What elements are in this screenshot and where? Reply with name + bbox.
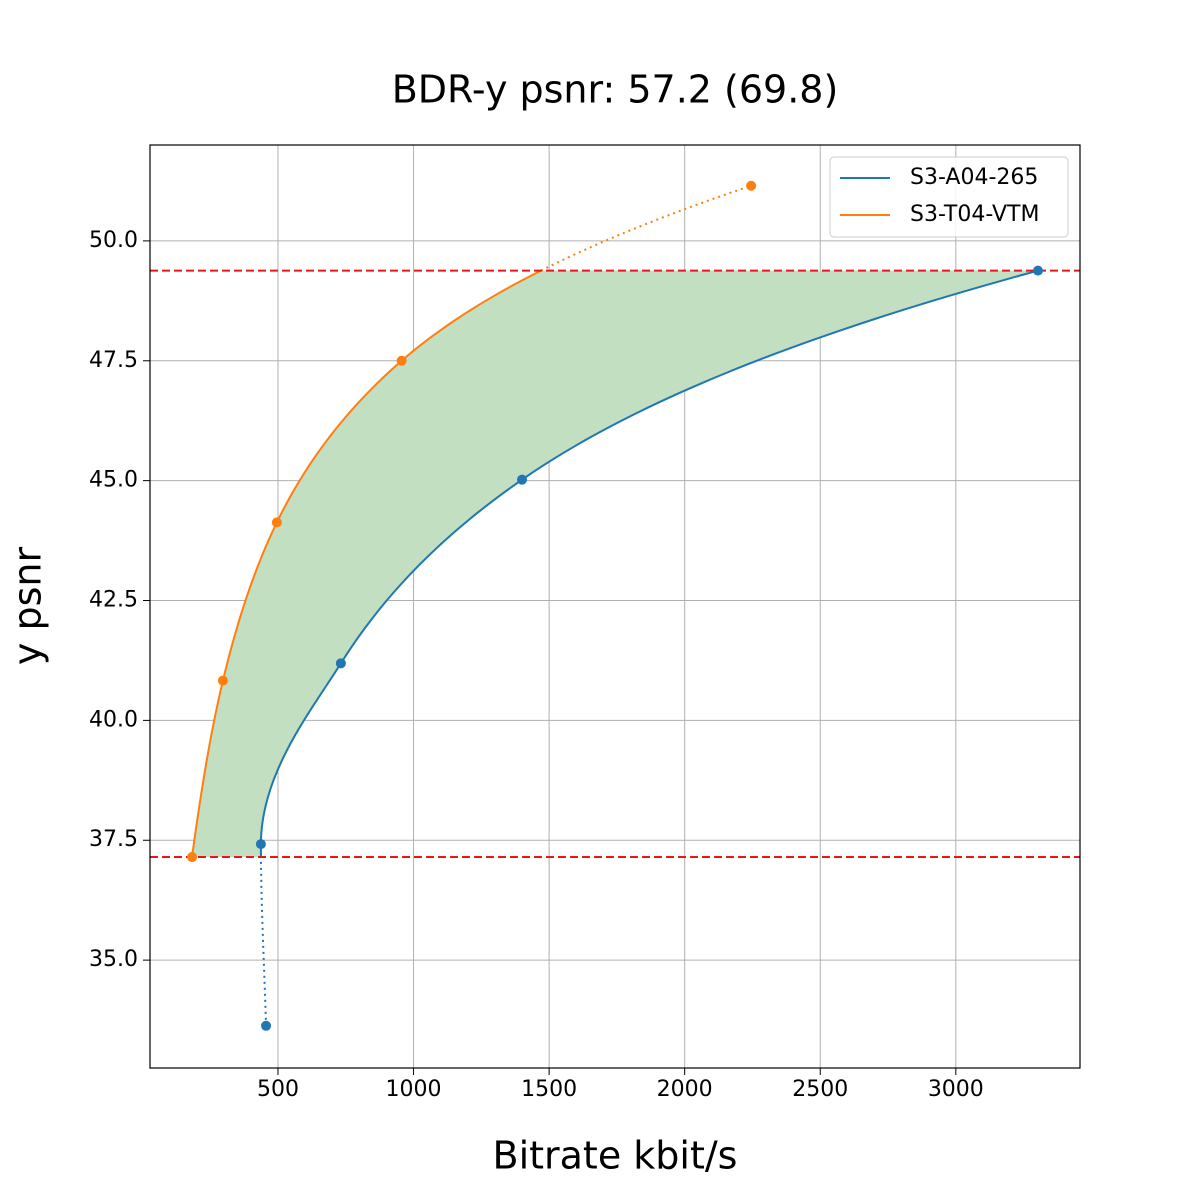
y-tick-label: 47.5 (89, 348, 138, 373)
bd-area (192, 270, 1038, 858)
y-axis-label: y psnr (6, 547, 50, 666)
legend-label: S3-T04-VTM (910, 202, 1039, 227)
y-tick-label: 42.5 (89, 588, 138, 613)
data-point (746, 180, 757, 191)
fit-curve (191, 269, 542, 858)
x-axis-label: Bitrate kbit/s (493, 1134, 738, 1178)
y-tick-label: 40.0 (89, 707, 138, 732)
x-tick-label: 1000 (386, 1077, 442, 1102)
x-tick-label: 2500 (792, 1077, 848, 1102)
data-point (1032, 265, 1043, 276)
data-point (517, 474, 527, 485)
y-tick-label: 37.5 (89, 827, 138, 852)
data-point (255, 839, 266, 850)
data-point (187, 852, 198, 863)
data-point (335, 658, 346, 669)
plot-frame (149, 144, 1081, 1069)
data-point (217, 675, 228, 686)
x-tick-label: 1500 (521, 1077, 577, 1102)
data-point (271, 517, 282, 528)
fit-curve (259, 269, 1039, 858)
fit-curve-extrapolated (540, 184, 752, 272)
x-tick-label: 3000 (928, 1077, 984, 1102)
fit-curve-extrapolated (259, 857, 268, 1026)
data-point (396, 355, 407, 366)
y-tick-label: 45.0 (89, 468, 138, 493)
x-tick-label: 2000 (657, 1077, 713, 1102)
legend: S3-A04-265 S3-T04-VTM (829, 156, 1069, 238)
x-tick-label: 500 (257, 1077, 299, 1102)
y-tick-label: 35.0 (89, 947, 138, 972)
data-point (261, 1020, 272, 1031)
y-tick-label: 50.0 (89, 228, 138, 253)
legend-label: S3-A04-265 (910, 165, 1038, 190)
chart-title: BDR-y psnr: 57.2 (69.8) (392, 68, 839, 112)
